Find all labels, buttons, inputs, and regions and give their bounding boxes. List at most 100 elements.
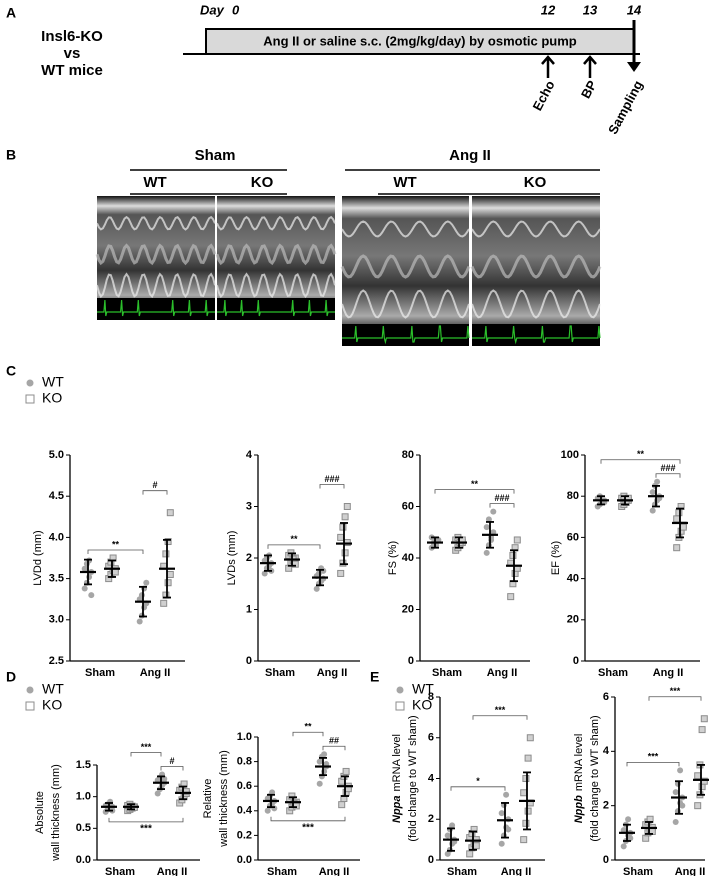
x-tick-label: Sham [105,866,135,876]
data-point [620,843,627,850]
y-tick-label: 2 [428,813,434,825]
significance-label: ** [304,722,312,732]
significance-bracket [600,459,681,464]
day-number: 0 [232,2,240,17]
data-point [341,513,349,521]
data-point [526,734,534,742]
significance-bracket [322,745,346,751]
data-point [483,524,490,531]
y-axis-label: Nppb mRNA level [573,734,585,824]
legend-marker [26,379,34,387]
data-point [320,567,327,574]
data-point [700,715,708,723]
legend-label: KO [412,697,432,713]
significance-label: ### [660,463,675,473]
y-axis-label: Absolute [34,791,46,834]
significance-bracket [655,473,681,478]
y-tick-label: 4 [246,449,253,461]
y-label-text: mRNA level [573,734,585,791]
y-axis-label: Relative [202,779,214,819]
data-point [164,579,172,587]
arrow [541,55,555,78]
y-tick-label: 0.5 [76,822,91,834]
x-tick-label: Sham [447,866,477,876]
x-tick-label: Sham [267,866,297,876]
significance-bracket [626,761,680,767]
y-tick-label: 0 [603,854,609,866]
significance-label: * [476,776,480,786]
significance-bracket [160,766,184,771]
data-point [449,822,456,829]
data-point [337,533,345,541]
y-tick-label: 0 [428,854,434,866]
y-axis-label: (fold change to WT sham) [407,715,419,841]
echo-group: Sham [195,147,236,164]
y-axis-label: wall thickness (mm) [218,750,230,848]
y-tick-label: 100 [561,449,579,461]
day-number: 14 [627,2,642,17]
data-point [520,789,528,797]
data-point [164,538,172,546]
significance-bracket [319,484,345,489]
y-label-text: mRNA level [391,734,403,791]
echo-wave [470,254,602,279]
y-axis-label: LVDs (mm) [226,531,238,586]
data-point [161,775,168,782]
group-label: WT mice [41,62,103,79]
echo-wave [340,254,471,279]
significance-bracket [450,786,506,791]
event-label: Sampling [605,78,646,137]
significance-label: *** [302,822,314,833]
data-point [620,827,627,834]
data-point [338,801,346,809]
significance-label: ## [329,736,339,746]
panel-label: D [6,669,16,685]
data-point [138,592,145,599]
significance-label: *** [495,705,506,715]
panel-label: C [6,363,16,379]
y-tick-label: 3.0 [49,614,64,626]
x-tick-label: Ang II [675,866,706,876]
data-point [672,818,679,825]
data-point [507,593,515,601]
significance-bracket [270,816,346,822]
treatment-label: Ang II or saline s.c. (2mg/kg/day) by os… [263,33,577,48]
y-tick-label: 0 [246,655,252,667]
y-tick-label: 6 [603,691,609,703]
data-point [520,836,528,844]
event-label: BP [578,78,600,101]
echo-genotype: WT [393,174,416,191]
echo-wave [96,215,216,231]
ecg-trace [342,325,470,345]
y-tick-label: 0.4 [237,805,253,817]
data-point [470,825,478,833]
data-point [649,489,656,496]
data-point [160,599,168,607]
y-axis-label: LVDd (mm) [32,530,44,585]
data-point [341,549,349,557]
y-tick-label: 1 [246,603,252,615]
ecg-strip [472,324,600,346]
echo-genotype: WT [143,174,166,191]
data-point [264,807,271,814]
data-point [343,503,351,510]
data-point [675,509,683,517]
group-label: Insl6-KO [41,28,103,45]
panel-label: A [6,5,16,21]
y-tick-label: 1.0 [237,731,252,743]
x-tick-label: Ang II [487,667,518,679]
data-point [316,780,323,787]
x-tick-label: Ang II [319,866,350,876]
significance-label: ** [112,539,120,549]
significance-label: # [169,756,174,766]
y-tick-label: 1.0 [76,791,91,803]
y-tick-label: 0 [573,655,579,667]
y-tick-label: 20 [567,614,579,626]
data-point [313,585,320,592]
data-point [88,592,95,599]
data-point [673,544,681,552]
data-point [524,754,532,762]
panel-label: E [370,669,379,685]
data-point [498,810,505,817]
y-tick-label: 2.5 [49,655,64,667]
